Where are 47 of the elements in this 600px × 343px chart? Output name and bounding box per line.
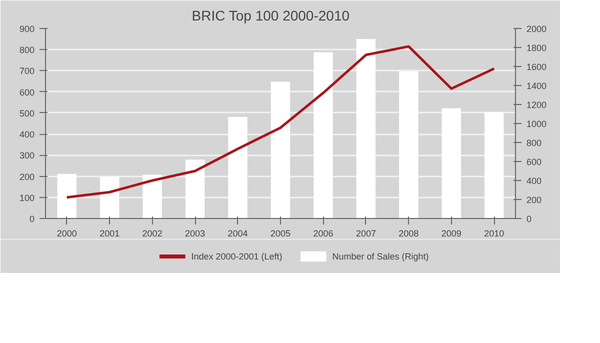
bar bbox=[100, 176, 120, 218]
x-tick-label: 2009 bbox=[441, 228, 462, 238]
y2-tick-label: 0 bbox=[526, 214, 532, 224]
x-tick-label: 2007 bbox=[356, 228, 376, 238]
bar bbox=[228, 116, 248, 218]
y2-tick-label: 1200 bbox=[526, 100, 547, 110]
line-series bbox=[66, 45, 496, 199]
y2-tick-label: 1000 bbox=[526, 119, 547, 129]
x-tick-label: 2000 bbox=[56, 228, 77, 238]
y-tick-label: 300 bbox=[19, 150, 35, 161]
legend-label: Number of Sales (Right) bbox=[332, 252, 429, 262]
y2-tick-label: 600 bbox=[526, 157, 542, 167]
x-tick-label: 2003 bbox=[185, 228, 206, 238]
y2-tick-label: 200 bbox=[526, 195, 542, 205]
bar bbox=[270, 82, 290, 218]
bar bbox=[185, 160, 205, 218]
y2-tick-label: 800 bbox=[526, 138, 542, 148]
y-tick-label: 500 bbox=[19, 108, 35, 118]
x-tick-label: 2006 bbox=[313, 228, 334, 238]
bar bbox=[399, 71, 418, 218]
y2-tick-label: 1400 bbox=[526, 81, 547, 91]
bar bbox=[356, 38, 376, 218]
x-tick-label: 2002 bbox=[142, 228, 162, 238]
x-tick-label: 2004 bbox=[228, 228, 248, 238]
y-tick-label: 200 bbox=[19, 172, 35, 182]
bar bbox=[484, 112, 504, 218]
y2-tick-label: 2000 bbox=[526, 24, 547, 34]
y-tick-label: 100 bbox=[19, 192, 35, 203]
bar bbox=[57, 174, 76, 218]
chart-title: BRIC Top 100 2000-2010 bbox=[192, 8, 350, 24]
x-tick-label: 2005 bbox=[270, 228, 291, 238]
y2-tick-label: 1800 bbox=[526, 43, 547, 53]
y2-tick-label: 400 bbox=[526, 176, 542, 186]
legend-label: Index 2000-2001 (Left) bbox=[191, 252, 282, 262]
x-tick-label: 2001 bbox=[100, 228, 120, 238]
bar bbox=[442, 108, 462, 218]
y-tick-label: 0 bbox=[29, 214, 35, 224]
y-tick-label: 900 bbox=[19, 24, 35, 34]
y-tick-label: 600 bbox=[19, 87, 35, 98]
x-tick-label: 2008 bbox=[398, 228, 419, 238]
x-tick-label: 2010 bbox=[484, 228, 504, 238]
bar bbox=[314, 52, 333, 218]
bar bbox=[142, 174, 162, 218]
y-tick-label: 800 bbox=[19, 45, 35, 56]
y-tick-label: 400 bbox=[19, 130, 35, 140]
y2-tick-label: 1600 bbox=[526, 62, 547, 72]
y-tick-label: 700 bbox=[19, 66, 35, 76]
